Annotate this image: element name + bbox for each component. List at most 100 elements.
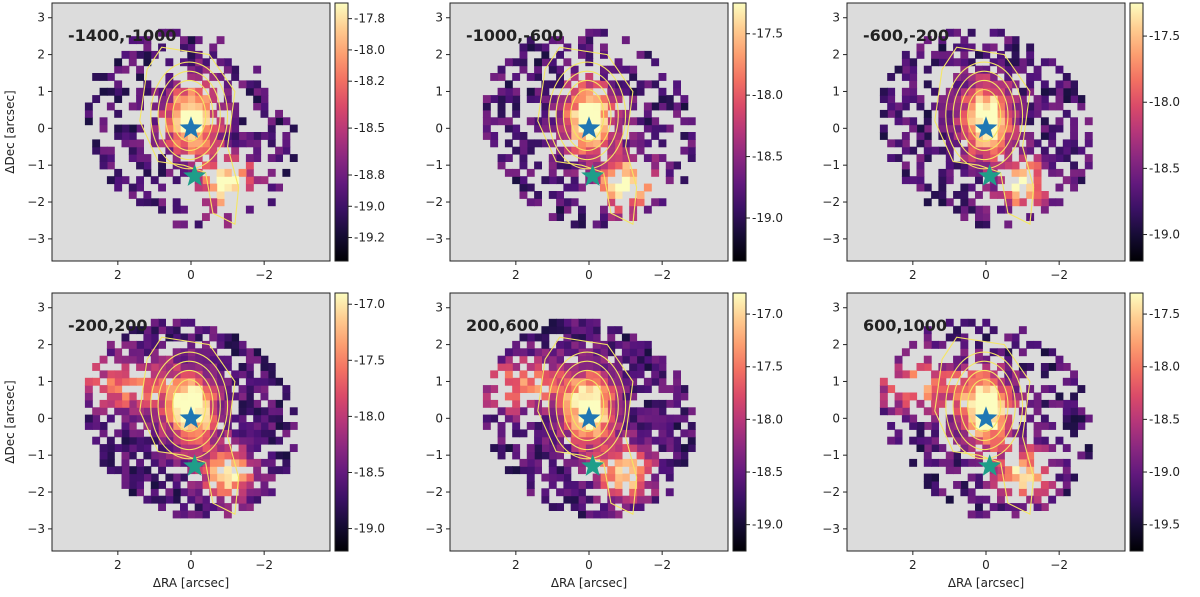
emission-map — [482, 318, 696, 519]
green-star-marker — [183, 164, 207, 186]
contour-line-outer — [537, 336, 638, 515]
colorbar-tick-label: -18.0 — [354, 409, 385, 423]
y-tick-label: 2 — [832, 48, 840, 62]
colorbar-tick-label: -17.5 — [1149, 29, 1180, 43]
x-tick-label: 2 — [512, 268, 520, 282]
emission-map — [879, 318, 1093, 519]
colorbar-tick-label: -18.5 — [354, 465, 385, 479]
colorbar-tick-label: -18.5 — [752, 465, 783, 479]
colorbar-tick-label: -19.0 — [354, 199, 385, 213]
colorbar-tick-label: -18.0 — [752, 88, 783, 102]
x-tick-label: 2 — [909, 558, 917, 572]
colorbar-tick-label: -18.5 — [752, 150, 783, 164]
colorbar-tick-label: -17.5 — [752, 27, 783, 41]
y-tick-label: 0 — [37, 411, 45, 425]
panel-velocity-label: 200,600 — [466, 316, 539, 335]
contour-line — [172, 89, 207, 142]
y-tick-label: −1 — [425, 158, 443, 172]
colorbar-tick-label: -19.0 — [752, 518, 783, 532]
panel-1: -1000,-600 2 0 −2 3 2 1 0 −1 −2 −3 -17.5 -18.0 -18.5 -… — [425, 2, 783, 282]
x-tick-label: 0 — [982, 268, 990, 282]
blue-star-marker — [577, 116, 601, 138]
x-tick-label: −2 — [1050, 268, 1068, 282]
x-tick-label: 2 — [114, 268, 122, 282]
y-tick-label: 3 — [435, 11, 443, 25]
colorbar-tick-label: -19.0 — [1149, 228, 1180, 242]
y-tick-label: 1 — [435, 84, 443, 98]
emission-map — [879, 28, 1093, 229]
colorbar — [732, 292, 747, 552]
contour-line — [172, 379, 207, 432]
y-tick-label: −3 — [425, 522, 443, 536]
y-axis-label: ΔDec [arcsec] — [3, 90, 17, 173]
x-axis-label: ΔRA [arcsec] — [948, 576, 1024, 590]
y-tick-label: −2 — [27, 485, 45, 499]
colorbar-tick-label: -18.5 — [354, 121, 385, 135]
colorbar — [1129, 292, 1144, 552]
panel-velocity-label: -1400,-1000 — [68, 26, 176, 45]
colorbar-tick-label: -17.5 — [752, 360, 783, 374]
green-star-marker — [183, 454, 207, 476]
y-tick-label: 2 — [435, 338, 443, 352]
panel-velocity-label: -200,200 — [68, 316, 148, 335]
contour-line — [548, 61, 627, 170]
y-tick-label: −2 — [425, 485, 443, 499]
colorbar-tick-label: -17.0 — [354, 297, 385, 311]
y-tick-label: −1 — [425, 448, 443, 462]
y-tick-label: 0 — [435, 411, 443, 425]
contours — [537, 46, 638, 225]
contour-line — [555, 70, 619, 161]
colorbar-tick-label: -19.2 — [354, 231, 385, 245]
y-tick-label: 1 — [37, 84, 45, 98]
colorbar — [1129, 2, 1144, 262]
x-tick-label: 2 — [114, 558, 122, 572]
colorbar-tick-label: -18.5 — [1149, 161, 1180, 175]
x-tick-label: −2 — [255, 268, 273, 282]
blue-star-marker — [577, 406, 601, 428]
x-axis-label: ΔRA [arcsec] — [551, 576, 627, 590]
y-tick-label: 2 — [435, 48, 443, 62]
contours — [934, 336, 1035, 515]
x-tick-label: 0 — [982, 558, 990, 572]
panel-2: -600,-200 2 0 −2 3 2 1 0 −1 −2 −3 -17.5 -18.0 -18.5 -1… — [822, 2, 1180, 282]
x-tick-label: −2 — [1050, 558, 1068, 572]
y-tick-label: −3 — [822, 522, 840, 536]
x-tick-label: 0 — [187, 268, 195, 282]
colorbar-tick-label: -18.8 — [354, 168, 385, 182]
contour-line — [959, 369, 1009, 441]
contour-line — [555, 360, 619, 451]
colorbar-tick-label: -18.0 — [1149, 360, 1180, 374]
colorbar-tick-label: -18.0 — [1149, 95, 1180, 109]
contour-line — [967, 89, 1002, 142]
contours — [537, 336, 638, 515]
y-tick-label: −1 — [822, 448, 840, 462]
contour-line — [945, 61, 1024, 170]
y-tick-label: −1 — [27, 158, 45, 172]
colorbar-tick-label: -19.0 — [354, 522, 385, 536]
x-tick-label: 0 — [187, 558, 195, 572]
y-tick-label: 0 — [832, 411, 840, 425]
colorbar — [334, 2, 349, 262]
y-tick-label: 2 — [37, 338, 45, 352]
y-tick-label: −2 — [425, 195, 443, 209]
y-tick-label: 3 — [832, 301, 840, 315]
contour-line — [548, 351, 627, 460]
y-tick-label: 1 — [832, 84, 840, 98]
contour-line-outer — [934, 336, 1035, 515]
contour-line — [164, 79, 214, 151]
contour-line — [959, 79, 1009, 151]
green-star-marker — [581, 164, 605, 186]
y-tick-label: −2 — [27, 195, 45, 209]
colorbar-tick-label: -17.8 — [354, 12, 385, 26]
y-tick-label: −3 — [27, 232, 45, 246]
y-tick-label: 0 — [832, 121, 840, 135]
y-tick-label: 3 — [435, 301, 443, 315]
contour-line — [570, 379, 605, 432]
y-tick-label: 1 — [832, 374, 840, 388]
y-tick-label: 1 — [37, 374, 45, 388]
colorbar-tick-label: -17.5 — [354, 353, 385, 367]
panel-velocity-label: -1000,-600 — [466, 26, 563, 45]
y-tick-label: −1 — [822, 158, 840, 172]
contour-line — [157, 70, 221, 161]
